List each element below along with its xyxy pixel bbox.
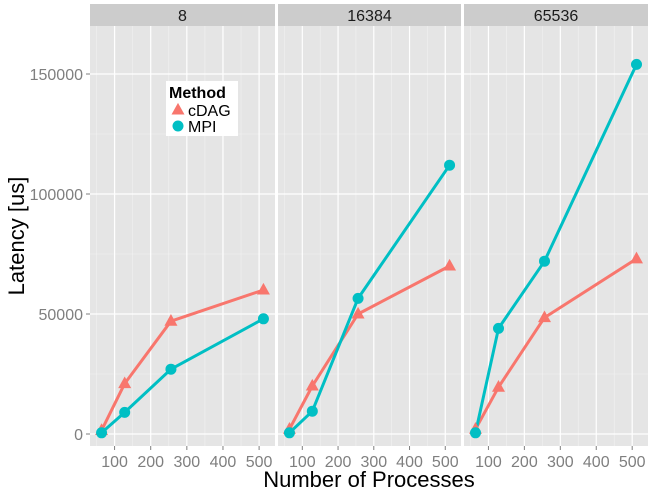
legend-label-cdag: cDAG: [188, 103, 231, 120]
data-point-mpi: [631, 58, 642, 70]
data-point-mpi: [306, 405, 318, 417]
x-tick-label: 300: [547, 454, 574, 471]
legend-key-mpi: [172, 120, 184, 132]
data-point-mpi: [165, 363, 177, 375]
data-point-mpi: [493, 322, 504, 334]
series-line-cdag: [474, 257, 638, 430]
x-tick-label: 400: [210, 454, 237, 471]
data-point-mpi: [352, 292, 364, 304]
series-line-cdag: [100, 288, 264, 432]
x-tick-label: 300: [360, 454, 387, 471]
x-tick-label: 200: [325, 454, 352, 471]
facet-strip-label: 65536: [534, 8, 579, 25]
legend-label-mpi: MPI: [188, 119, 216, 136]
y-axis: 0 50000 100000 150000: [30, 67, 90, 444]
data-point-mpi: [119, 406, 131, 418]
x-tick-label: 500: [246, 454, 273, 471]
facet-strip: [464, 4, 648, 26]
data-point-cdag: [118, 376, 132, 389]
data-point-cdag: [164, 314, 178, 326]
x-axis-title: Number of Processes: [263, 467, 475, 490]
panel-65536: 65536 100 200 300 400 500: [464, 4, 648, 471]
data-point-cdag: [630, 251, 643, 264]
facet-strip-label: 16384: [347, 8, 392, 25]
x-tick-label: 500: [619, 454, 646, 471]
data-point-cdag: [351, 306, 365, 319]
data-point-mpi: [257, 313, 269, 325]
series-line-mpi: [288, 164, 451, 434]
panel-8: 8 100 200 300 400 500: [90, 4, 275, 471]
data-point-cdag: [305, 378, 319, 391]
data-point-mpi: [96, 427, 108, 439]
facet-strip-label: 8: [178, 8, 187, 25]
x-tick-label: 500: [432, 454, 459, 471]
data-point-cdag: [443, 258, 457, 271]
x-tick-label: 400: [583, 454, 610, 471]
data-point-cdag: [492, 380, 505, 392]
y-tick-label: 100000: [30, 187, 83, 204]
x-tick-label: 100: [475, 454, 502, 471]
facet-strip: [90, 4, 275, 26]
series-line-mpi: [100, 317, 265, 434]
series-line-cdag: [288, 264, 451, 430]
data-point-mpi: [539, 255, 550, 267]
x-tick-label: 200: [511, 454, 538, 471]
x-tick-label: 200: [137, 454, 164, 471]
series-line-mpi: [474, 63, 638, 434]
x-tick-label: 100: [101, 454, 128, 471]
panel-16384: 16384 100 200 300 400 500: [278, 4, 461, 471]
facet-strip: [278, 4, 461, 26]
x-tick-label: 100: [289, 454, 316, 471]
data-point-cdag: [538, 310, 551, 323]
data-point-mpi: [283, 427, 295, 439]
data-point-mpi: [470, 427, 481, 439]
legend-title: Method: [169, 85, 226, 102]
legend-key-cdag: [171, 102, 185, 115]
y-tick-label: 150000: [30, 67, 83, 84]
y-tick-label: 0: [74, 427, 83, 444]
y-axis-title: Latency [us]: [4, 177, 29, 296]
data-point-mpi: [444, 159, 456, 171]
panel-background: [278, 26, 461, 446]
x-tick-label: 300: [173, 454, 200, 471]
data-point-cdag: [256, 282, 270, 295]
y-tick-label: 50000: [39, 307, 84, 324]
x-tick-label: 400: [396, 454, 423, 471]
